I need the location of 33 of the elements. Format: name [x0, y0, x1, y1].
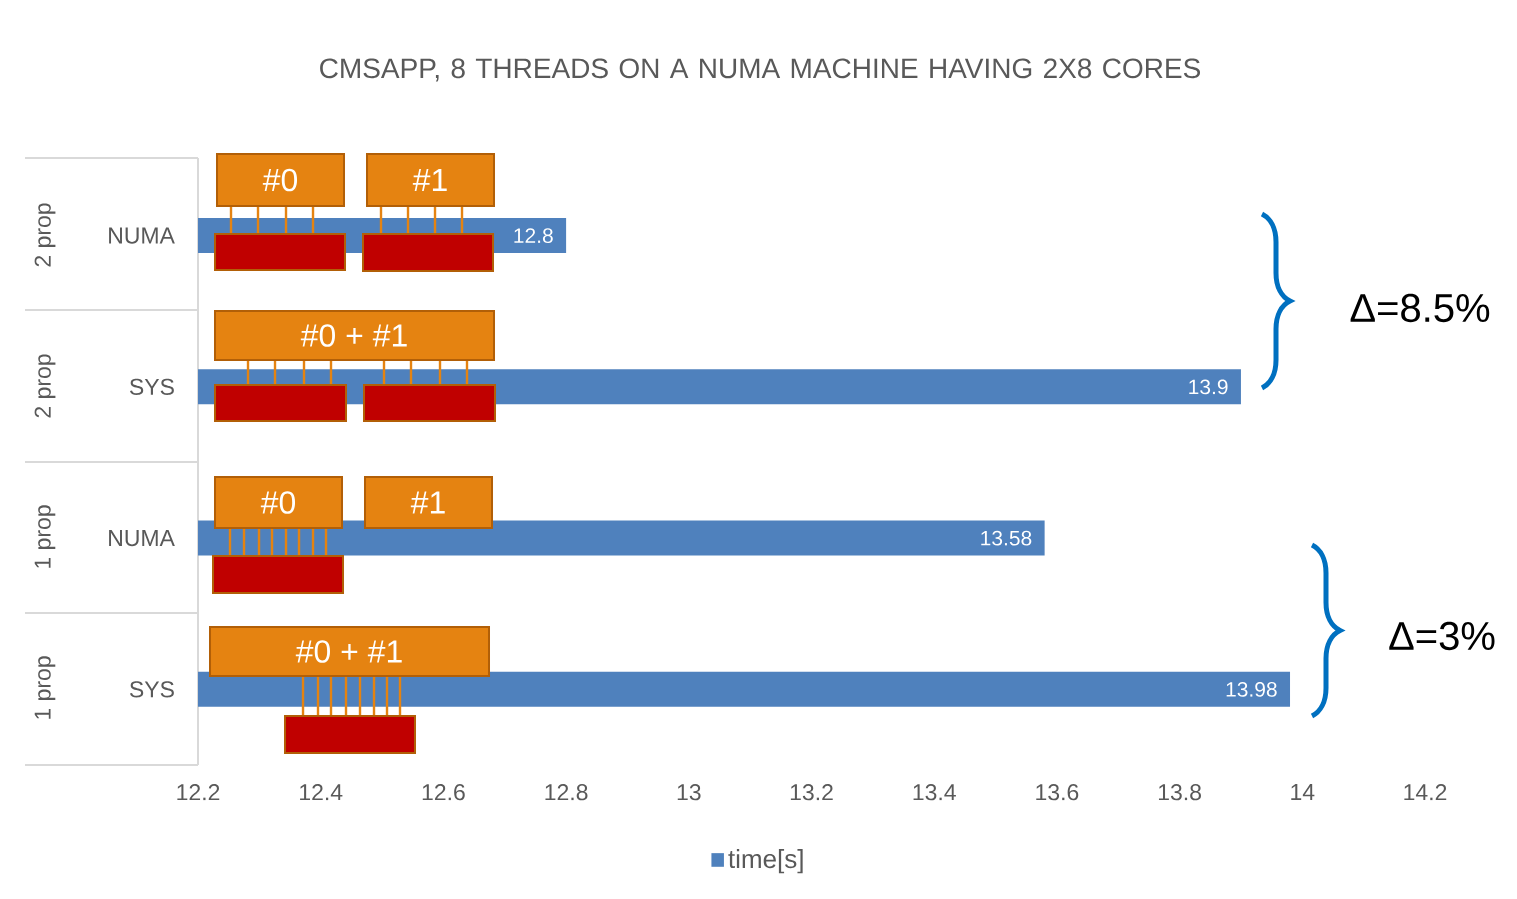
- data-label: 12.8: [514, 228, 553, 244]
- text: 2 prop: [34, 203, 56, 267]
- x-tick-label: 12.8: [545, 784, 588, 801]
- x-tick-label: 13.6: [1036, 784, 1079, 801]
- legend-label: time[s]: [728, 849, 803, 874]
- x-tick-label: 13.2: [790, 784, 833, 801]
- y-tick-label: SYS: [129, 378, 174, 395]
- y-tick-label: SYS: [129, 681, 174, 698]
- text: 1 prop: [34, 505, 56, 568]
- x-tick-label: 14: [1291, 784, 1315, 800]
- annotation: #0 + #1: [295, 640, 402, 663]
- y-tick-label: NUMA: [109, 227, 175, 244]
- x-tick-label: 13: [677, 784, 701, 801]
- chart-title: CMSAPP, 8 THREADS ON A NUMA MACHINE HAVING 2X8 CORES: [320, 58, 1200, 82]
- annotation: Δ=3%: [1389, 621, 1495, 651]
- data-label: 13.98: [1226, 681, 1277, 697]
- x-tick-label: 13.4: [913, 784, 956, 801]
- annotation: #0 + #1: [300, 324, 407, 347]
- annotation: #1: [410, 491, 445, 514]
- y-tick-label: NUMA: [109, 530, 175, 547]
- annotation: #1: [412, 168, 447, 191]
- annotation: #0: [262, 168, 298, 192]
- data-label: 13.58: [981, 530, 1032, 546]
- text: 2 prop: [34, 354, 56, 418]
- x-tick-label: 12.2: [177, 784, 220, 801]
- data-label: 13.9: [1189, 379, 1228, 395]
- x-tick-label: 12.4: [300, 784, 343, 801]
- x-tick-label: 14.2: [1404, 784, 1447, 801]
- x-tick-label: 12.6: [422, 784, 465, 801]
- annotation: #0: [260, 491, 296, 514]
- x-tick-label: 13.8: [1158, 784, 1201, 801]
- text: 1 prop: [34, 656, 56, 719]
- annotation: Δ=8.5%: [1350, 293, 1490, 323]
